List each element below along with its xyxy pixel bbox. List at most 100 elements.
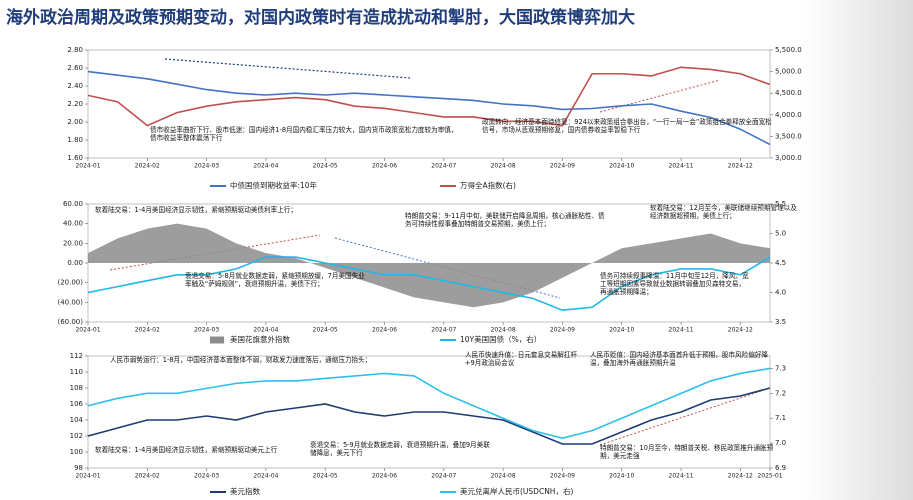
annotation: 债市收益率曲折下行、股市低迷：国内经济1-8月国内稳汇率压力较大，国内货币政策宽… <box>150 126 458 143</box>
y-tick-label: 2.80 <box>67 46 83 54</box>
legend-label: 中债国债到期收益率:10年 <box>230 180 318 190</box>
y-tick-label: 60.00 <box>63 200 83 208</box>
x-tick-label: 2024-07 <box>431 473 456 480</box>
x-tick-label: 2024-11 <box>669 163 694 170</box>
x-tick-label: 2024-02 <box>135 327 160 334</box>
legend-label: 美元兑离岸人民币(USDCNH，右) <box>460 486 573 496</box>
y2-tick-label: 4.0 <box>775 289 786 297</box>
x-tick-label: 2024-02 <box>135 473 160 480</box>
y2-tick-label: 6.9 <box>775 464 786 472</box>
x-tick-label: 2024-10 <box>609 327 634 334</box>
annotation: 人民币贬值：国内经济基本面首升低于预期，股市风险偏好降温，叠加海外再通胀预期升温 <box>590 351 769 368</box>
y-tick-label: 0.00 <box>67 259 83 267</box>
y-tick-label: 100 <box>70 448 83 456</box>
y-tick-label: (40.00) <box>57 298 83 306</box>
x-tick-label: 2024-03 <box>194 163 219 170</box>
x-tick-label: 2024-09 <box>550 327 575 334</box>
y-tick-label: 20.00 <box>63 239 83 247</box>
annotation: 特朗普交易：9-11月中旬，美联储开启降息周期，核心通胀粘性、债务可持续性叙事叠… <box>405 212 605 229</box>
y2-tick-label: 7.1 <box>775 414 786 422</box>
trend-arrow <box>599 79 721 113</box>
x-tick-label: 2024-04 <box>253 163 278 170</box>
x-tick-label: 2024-12 <box>728 163 753 170</box>
y2-tick-label: 4,500.0 <box>775 89 802 97</box>
x-tick-label: 2024-11 <box>669 327 694 334</box>
x-tick-label: 2024-12 <box>728 327 753 334</box>
x-tick-label: 2024-08 <box>491 163 516 170</box>
annotation: 衰退交易：5-9月就业数据走弱，衰退预期升温，叠加9月美联储降息，美元下行 <box>310 441 490 458</box>
y-tick-label: 102 <box>70 432 83 440</box>
x-tick-label: 2024-04 <box>253 473 278 480</box>
x-tick-label: 2024-01 <box>75 327 100 334</box>
x-tick-label: 2024-08 <box>491 327 516 334</box>
x-tick-label: 2024-03 <box>194 327 219 334</box>
trend-arrow <box>164 58 411 79</box>
series-area <box>88 223 770 308</box>
x-tick-label: 2024-05 <box>313 163 338 170</box>
series-line <box>87 256 771 312</box>
annotation: 软着陆交易：1-4月美国经济显示韧性，紧缩预期驱动美元上行 <box>95 446 278 454</box>
annotation: 债务可持续叙事降温：11月中旬至12月，降风、宽工等短期因素导致就业数据转弱叠加… <box>600 272 749 297</box>
legend-label: 10Y美国国债（%，右） <box>460 334 541 344</box>
y2-tick-label: 5.5 <box>775 200 786 208</box>
y2-tick-label: 3.5 <box>775 318 786 326</box>
trend-arrow <box>109 234 321 271</box>
y2-tick-label: 5,500.0 <box>775 46 802 54</box>
annotation: 人民币弱势运行：1-8月，中国经济基本面整体不弱，财政发力速度落后，通缩压力抬头… <box>110 356 372 364</box>
x-tick-label: 2024-07 <box>431 327 456 334</box>
y-tick-label: 104 <box>70 416 84 424</box>
x-tick-label: 2024-10 <box>609 473 634 480</box>
x-tick-label: 2024-06 <box>372 163 397 170</box>
annotation: 软着陆交易：12月至今，美联储继续预期管理以及经济数据超预期，美债上行； <box>650 204 797 221</box>
y2-tick-label: 4.5 <box>775 259 786 267</box>
x-tick-label: 2024-11 <box>669 473 694 480</box>
y-tick-label: 98 <box>74 464 83 472</box>
y2-tick-label: 7.0 <box>775 439 786 447</box>
y2-tick-label: 5.0 <box>775 230 786 238</box>
x-tick-label: 2024-06 <box>372 473 397 480</box>
y2-tick-label: 5,000.0 <box>775 68 802 76</box>
annotation: 衰退交易：5-8月就业数据走弱，紧缩预期放缓，7月美国失业率触及“萨姆规则”，衰… <box>185 272 365 289</box>
y-tick-label: (60.00) <box>57 318 83 326</box>
x-tick-label: 2024-05 <box>313 327 338 334</box>
y-tick-label: 1.60 <box>67 154 83 162</box>
x-tick-label: 2024-12 <box>728 473 753 480</box>
x-tick-label: 2024-01 <box>75 473 100 480</box>
x-tick-label: 2024-09 <box>550 473 575 480</box>
annotation: 特朗普交易：10月至今，特朗普关税、移民政策推升通胀预期，美元走强 <box>600 444 774 461</box>
y2-tick-label: 3,000.0 <box>775 154 802 162</box>
y-tick-label: 2.40 <box>67 82 83 90</box>
y-tick-label: (20.00) <box>57 279 83 287</box>
y2-tick-label: 3,500.0 <box>775 132 802 140</box>
y2-tick-label: 7.2 <box>775 389 786 397</box>
annotation: 软着陆交易：1-4月美国经济显示韧性，紧缩预期驱动美债利率上行； <box>95 206 297 214</box>
annotation: 人民币快速升值：日元套息交易解扛杆+9月政治局会议 <box>465 351 578 368</box>
x-tick-label: 2024-07 <box>431 163 456 170</box>
y2-tick-label: 7.3 <box>775 364 786 372</box>
x-tick-label: 2024-01 <box>75 163 100 170</box>
x-tick-label: 2024-06 <box>372 327 397 334</box>
trend-arrow <box>599 387 771 446</box>
series-line <box>87 387 771 445</box>
y-tick-label: 1.80 <box>67 136 83 144</box>
x-tick-label: 2024-08 <box>491 473 516 480</box>
annotation: 政策转向，经济基本面待修复：924以来政策组合拳出台，“一行一局一会”政策组合拳… <box>482 118 772 135</box>
x-tick-label: 2024-09 <box>550 163 575 170</box>
legend-label: 美元指数 <box>230 486 260 496</box>
x-tick-label: 2024-03 <box>194 473 219 480</box>
y-tick-label: 108 <box>70 384 83 392</box>
series-line <box>87 367 771 439</box>
slide-title: 海外政治周期及政策预期变动，对国内政策时有造成扰动和掣肘，大国政策博弈加大 <box>6 8 635 28</box>
series-line <box>87 66 771 127</box>
y-tick-label: 112 <box>70 352 83 360</box>
y-tick-label: 2.60 <box>67 64 83 72</box>
legend-swatch <box>210 336 224 344</box>
legend-label: 美国花旗意外指数 <box>230 334 290 344</box>
y-tick-label: 106 <box>70 400 84 408</box>
x-tick-label: 2024-02 <box>135 163 160 170</box>
y-tick-label: 2.20 <box>67 100 83 108</box>
legend-label: 万得全A指数(右) <box>460 180 516 190</box>
x-tick-label: 2024-10 <box>609 163 634 170</box>
